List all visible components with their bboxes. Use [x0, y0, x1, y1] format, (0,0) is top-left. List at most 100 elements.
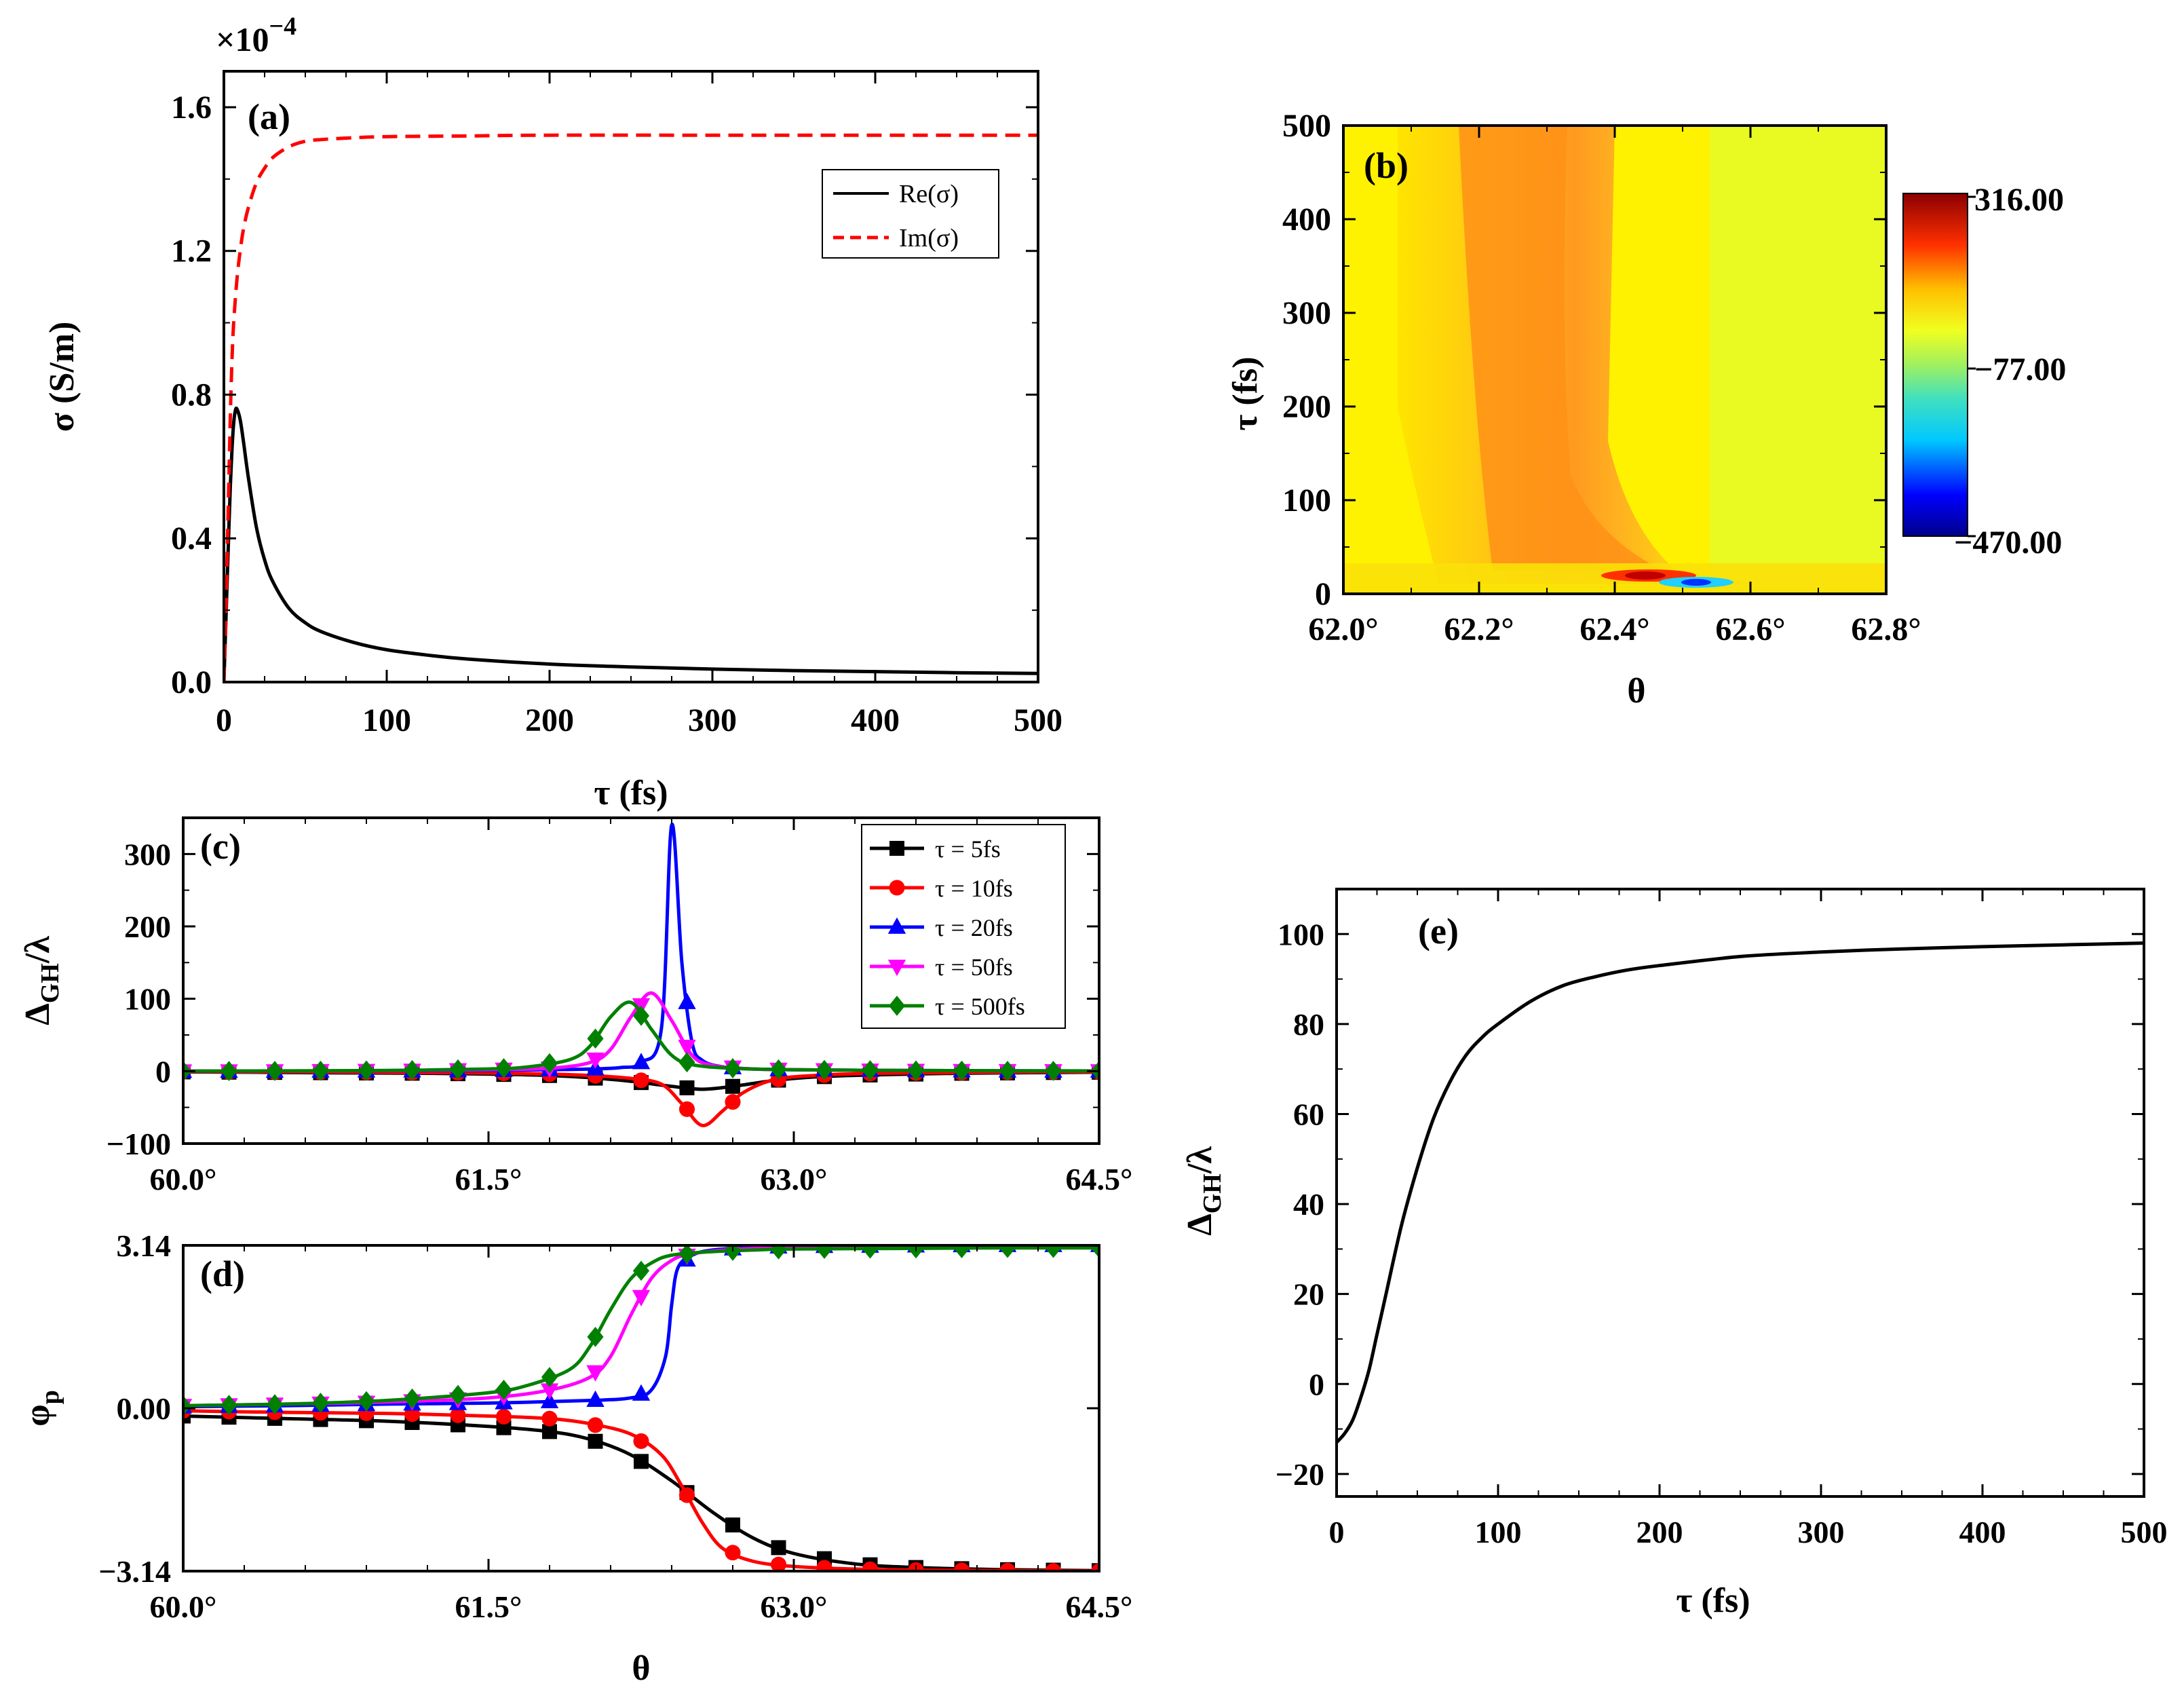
panel-c-marker-1 — [678, 1101, 695, 1117]
panel-c-marker-4 — [953, 1060, 970, 1081]
panel-a-multiplier-base: ×10 — [216, 20, 269, 58]
panel-a-legend: Re(σ) Im(σ) — [822, 169, 999, 259]
panel-d-marker-4 — [495, 1379, 512, 1400]
panel-c-legend-label: τ = 20fs — [935, 914, 1013, 941]
panel-e-y-title: ΔGH/λ — [1181, 1146, 1227, 1236]
panel-d-marker-0 — [496, 1420, 512, 1435]
panel-a-y-title: σ (S/m) — [43, 322, 81, 432]
panel-c-y-title-sub: GH — [36, 963, 64, 1003]
panel-a: 0 100 200 300 400 500 0.0 0.4 0.8 1.2 1.6 (a) τ (f… — [43, 12, 1062, 812]
panel-c-legend-label: τ = 500fs — [935, 993, 1025, 1020]
panel-e-y-tick-label: 80 — [1293, 1007, 1324, 1042]
panel-d-marker-1 — [450, 1407, 466, 1423]
panel-d-marker-0 — [634, 1454, 649, 1469]
panel-c-marker-4 — [495, 1058, 512, 1078]
panel-d-marker-2 — [586, 1390, 605, 1407]
panel-a-y-tick-label: 0.8 — [171, 377, 212, 413]
panel-d-marker-4 — [587, 1327, 604, 1347]
panel-d-marker-1 — [1045, 1563, 1062, 1571]
panel-d-marker-4 — [770, 1245, 787, 1260]
panel-e-y-title-base: Δ — [1181, 1213, 1219, 1236]
legend-label-im: Im(σ) — [899, 224, 959, 252]
panel-c-marker-4 — [1045, 1061, 1062, 1081]
panel-d-marker-1 — [725, 1545, 741, 1561]
panel-c-y-tick-label: −100 — [107, 1127, 171, 1161]
panel-a-frame — [223, 70, 1039, 683]
heatmap-ridge-core — [1459, 126, 1662, 570]
panel-c: 60.0° 61.5° 63.0° 64.5° −100 0 100 200 300 (c) Δ… — [18, 816, 1133, 1196]
panel-d-marker-1 — [953, 1562, 970, 1571]
panel-c-marker-4 — [907, 1060, 925, 1081]
panel-c-marker-4 — [724, 1058, 742, 1078]
panel-d-y-title-sub: p — [36, 1390, 64, 1404]
panel-a-x-tick-label: 200 — [525, 702, 574, 738]
panel-d: 60.0° 61.5° 63.0° 64.5°−3.140.003.14 (d) θ … — [18, 1228, 1132, 1688]
panel-c-label: (c) — [200, 826, 241, 867]
panel-c-y-tick-label: 100 — [124, 982, 171, 1017]
panel-e-y-tick-label: 100 — [1278, 917, 1324, 951]
panel-a-x-tick-label: 400 — [851, 702, 900, 738]
panel-b-label: (b) — [1364, 145, 1409, 186]
panel-c-frame — [182, 816, 1100, 1145]
panel-d-marker-4 — [862, 1245, 879, 1259]
panel-d-x-tick-label: 61.5° — [455, 1589, 522, 1624]
panel-d-x-tick-label: 60.0° — [150, 1589, 217, 1624]
panel-c-x-tick-label: 64.5° — [1066, 1162, 1133, 1196]
panel-d-marker-4 — [678, 1245, 695, 1264]
panel-d-marker-4 — [266, 1394, 284, 1414]
panel-d-y-tick-label: 3.14 — [117, 1228, 172, 1263]
panel-a-legend-box — [822, 169, 999, 259]
panel-e-y-title-sub: GH — [1198, 1173, 1227, 1213]
panel-c-marker-4 — [312, 1060, 329, 1081]
panel-d-marker-4 — [953, 1245, 970, 1258]
panel-d-marker-1 — [862, 1561, 879, 1571]
panel-c-legend-label: τ = 5fs — [935, 835, 1001, 863]
panel-d-marker-4 — [221, 1395, 237, 1415]
panel-c-marker-4 — [358, 1060, 375, 1081]
panel-b-x-tick-label: 62.8° — [1851, 611, 1921, 647]
heatmap-right-band — [1710, 126, 1886, 594]
panel-d-marker-0 — [725, 1517, 740, 1532]
panel-d-marker-1 — [495, 1408, 512, 1425]
panel-c-marker-0 — [679, 1080, 695, 1095]
panel-d-marker-1 — [770, 1556, 787, 1571]
heatmap-peak-core — [1625, 571, 1666, 580]
panel-a-y-tick-label: 1.6 — [171, 90, 212, 126]
panel-b-y-title: τ (fs) — [1226, 356, 1265, 430]
panel-a-x-tick-label: 0 — [216, 702, 232, 738]
panel-c-legend-label: τ = 50fs — [935, 954, 1013, 981]
heatmap-trough-core — [1681, 579, 1711, 586]
panel-e-x-tick-label: 500 — [2121, 1515, 2168, 1549]
panel-d-label: (d) — [200, 1254, 245, 1294]
panel-d-marker-1 — [587, 1417, 604, 1433]
panel-d-series-line-4 — [183, 1246, 1099, 1408]
panel-e-series-line-0 — [1337, 941, 2144, 1444]
heatmap — [1343, 126, 1886, 594]
panel-c-legend-label: τ = 10fs — [935, 875, 1013, 902]
panel-a-x-tick-label: 500 — [1014, 702, 1062, 738]
panel-e-x-tick-label: 300 — [1798, 1515, 1845, 1549]
panel-d-marker-1 — [999, 1562, 1016, 1571]
panel-a-label: (a) — [248, 96, 290, 137]
legend-label-re: Re(σ) — [899, 180, 959, 208]
panel-c-x-tick-label: 60.0° — [150, 1162, 217, 1196]
panel-d-x-tick-label: 64.5° — [1066, 1589, 1133, 1624]
panel-d-marker-4 — [312, 1393, 329, 1413]
panel-d-marker-1 — [633, 1433, 649, 1449]
panel-c-marker-4 — [587, 1028, 604, 1049]
panel-d-marker-0 — [771, 1540, 786, 1556]
panel-b-y-tick-label: 400 — [1282, 202, 1331, 238]
panel-e-y-title-suffix: /λ — [1181, 1146, 1219, 1174]
panel-e-x-tick-label: 400 — [1959, 1515, 2006, 1549]
panel-c-marker-2 — [678, 992, 696, 1009]
panel-c-marker-4 — [541, 1053, 558, 1074]
panel-e-x-tick-label: 0 — [1329, 1515, 1345, 1549]
panel-d-marker-4 — [816, 1245, 833, 1259]
panel-c-marker-4 — [862, 1060, 879, 1080]
panel-e-frame — [1335, 888, 2145, 1498]
panel-c-marker-2 — [632, 1053, 651, 1070]
panel-d-x-tick-label: 63.0° — [761, 1589, 828, 1624]
panel-d-marker-3 — [632, 1289, 651, 1306]
panel-b-x-title: θ — [1627, 672, 1645, 711]
panel-b-x-tick-label: 62.0° — [1308, 611, 1378, 647]
